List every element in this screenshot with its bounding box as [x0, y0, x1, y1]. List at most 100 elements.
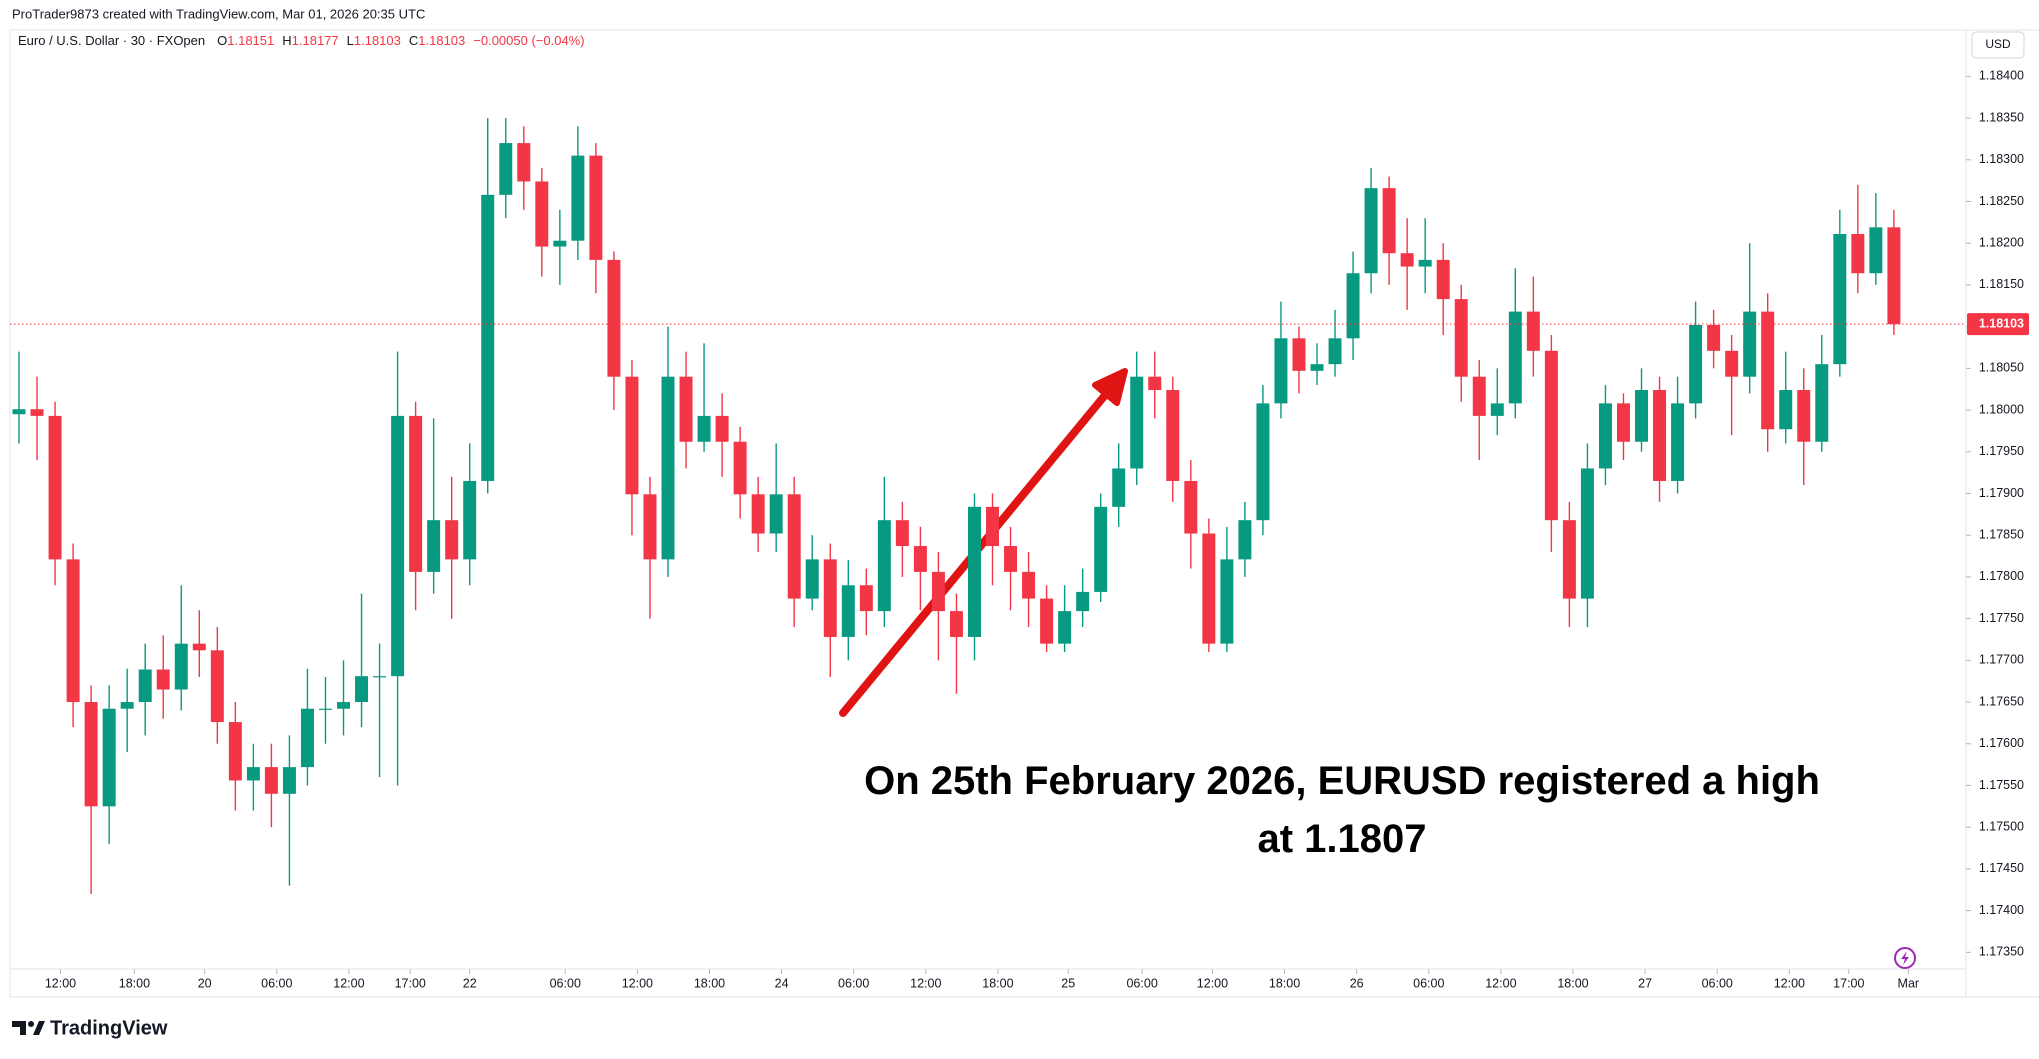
- candle-body: [1094, 506, 1108, 592]
- candle-body: [1707, 324, 1721, 351]
- candle-body: [715, 415, 729, 442]
- candle-body: [643, 494, 657, 560]
- candle-body: [30, 409, 44, 416]
- candle-body: [246, 767, 260, 781]
- x-tick-label: 18:00: [1557, 976, 1588, 990]
- x-tick-label: 06:00: [838, 976, 869, 990]
- candle-body: [1256, 403, 1270, 521]
- brand: TradingView: [50, 1017, 168, 1039]
- candle-body: [697, 415, 711, 442]
- candle-body: [138, 669, 152, 703]
- candle-body: [1869, 227, 1883, 274]
- candle-body: [895, 520, 909, 547]
- y-tick-label: 1.17800: [1979, 569, 2024, 583]
- candle-body: [373, 676, 387, 678]
- y-tick-label: 1.17650: [1979, 694, 2024, 708]
- icon-circle[interactable]: [1894, 947, 1916, 969]
- candle-body: [859, 585, 873, 612]
- currency-box[interactable]: [1971, 31, 2025, 59]
- last-price-label: 1.18103: [1979, 316, 2024, 330]
- candle-body: [1184, 480, 1198, 534]
- icon-bolt[interactable]: [1901, 951, 1909, 965]
- x-tick-label: 24: [775, 976, 789, 990]
- candle-body: [877, 520, 891, 612]
- candle-body: [607, 259, 621, 377]
- candle-body: [967, 506, 981, 637]
- candle-body: [823, 559, 837, 637]
- candle-body: [1400, 253, 1414, 267]
- x-tick-label: 12:00: [1197, 976, 1228, 990]
- candle-body: [12, 409, 26, 415]
- candle-body: [300, 708, 314, 768]
- candle-body: [1364, 188, 1378, 274]
- logo-mark: [33, 1021, 45, 1035]
- x-tick-label: 06:00: [1126, 976, 1157, 990]
- candle-body: [986, 506, 999, 547]
- legend: Euro / U.S. Dollar · 30 · FXOpen O1.18151…: [18, 33, 585, 48]
- ohlc-label: L: [347, 33, 354, 48]
- candle-body: [733, 441, 747, 495]
- x-tick-label: 12:00: [622, 976, 653, 990]
- x-tick-label: 12:00: [333, 976, 364, 990]
- annotation: On 25th February 2026, EURUSD registered…: [864, 759, 1820, 861]
- candle-body: [589, 155, 603, 260]
- candle-body: [1076, 591, 1090, 612]
- candle-body: [1815, 364, 1829, 442]
- candle-body: [625, 376, 639, 495]
- candle-body: [1653, 390, 1667, 481]
- candle-body: [481, 194, 495, 481]
- candle-body: [913, 546, 927, 572]
- candle-body: [463, 480, 477, 560]
- y-tick-label: 1.18050: [1979, 361, 2024, 375]
- currency[interactable]: USD: [1985, 37, 2011, 51]
- candle-body: [1310, 364, 1324, 371]
- y-tick-label: 1.17350: [1979, 945, 2024, 959]
- last-price-box: [1967, 313, 2029, 336]
- y-tick-label: 1.17900: [1979, 486, 2024, 500]
- lightning-icon[interactable]: [1894, 947, 1916, 969]
- candle-body: [1328, 338, 1342, 365]
- candle-body: [1454, 299, 1468, 377]
- x-tick-label: 18:00: [1269, 976, 1300, 990]
- candle-body: [1274, 338, 1288, 404]
- candle-body: [751, 494, 765, 534]
- candle-body: [1797, 390, 1811, 442]
- y-tick-label: 1.18250: [1979, 194, 2024, 208]
- candle-body: [102, 708, 116, 807]
- y-tick-label: 1.17550: [1979, 778, 2024, 792]
- candle-body: [427, 520, 441, 572]
- candle-body: [445, 520, 459, 560]
- candle-body: [1761, 311, 1775, 430]
- candle-body: [517, 143, 531, 182]
- x-tick-label: 20: [198, 976, 212, 990]
- candle-body: [571, 155, 585, 241]
- candle-body: [1004, 546, 1018, 572]
- candle-body: [337, 702, 351, 709]
- candle-body: [1616, 403, 1630, 442]
- x-tick-label: 17:00: [1833, 976, 1864, 990]
- x-tick-label: 12:00: [910, 976, 941, 990]
- candle-body: [1580, 468, 1594, 599]
- y-tick-label: 1.17450: [1979, 861, 2024, 875]
- candle-body: [1887, 227, 1901, 325]
- candle-body: [499, 143, 513, 195]
- x-tick-label: 12:00: [45, 976, 76, 990]
- candle-body: [553, 240, 567, 247]
- candle-body: [1292, 338, 1306, 371]
- y-tick-label: 1.17700: [1979, 653, 2024, 667]
- x-tick-label: 27: [1638, 976, 1652, 990]
- candle-body: [409, 415, 423, 572]
- logo-dot: [28, 1021, 34, 1027]
- y-tick-label: 1.17950: [1979, 444, 2024, 458]
- candle-body: [1436, 259, 1450, 300]
- x-tick-label: 18:00: [982, 976, 1013, 990]
- candle-body: [1508, 311, 1522, 404]
- x-tick-label: 12:00: [1485, 976, 1516, 990]
- candle-body: [535, 181, 549, 247]
- y-tick-label: 1.18300: [1979, 152, 2024, 166]
- candle-body: [1202, 533, 1216, 644]
- candle-body: [1490, 403, 1504, 416]
- candle-body: [1562, 520, 1576, 599]
- x-tick-label: Mar: [1898, 976, 1920, 990]
- arrow-head: [1092, 368, 1128, 406]
